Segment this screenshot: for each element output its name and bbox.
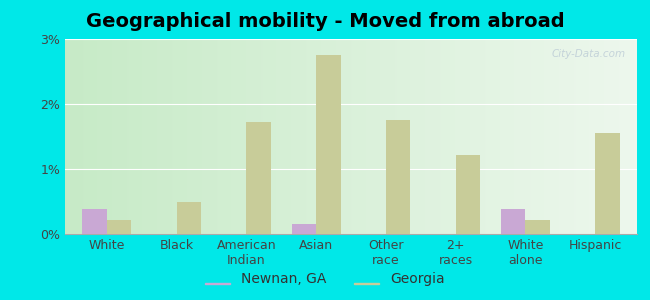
Text: Geographical mobility - Moved from abroad: Geographical mobility - Moved from abroa…: [86, 12, 564, 31]
Legend: Newnan, GA, Georgia: Newnan, GA, Georgia: [201, 268, 449, 290]
Bar: [386, 120, 410, 234]
Bar: [316, 55, 341, 234]
Bar: [501, 209, 525, 234]
Bar: [456, 155, 480, 234]
Bar: [595, 133, 619, 234]
Bar: [525, 220, 550, 234]
Bar: [177, 202, 201, 234]
Bar: [83, 209, 107, 234]
Bar: [107, 220, 131, 234]
Bar: [246, 122, 271, 234]
Text: City-Data.com: City-Data.com: [551, 49, 625, 59]
Bar: [292, 224, 316, 234]
